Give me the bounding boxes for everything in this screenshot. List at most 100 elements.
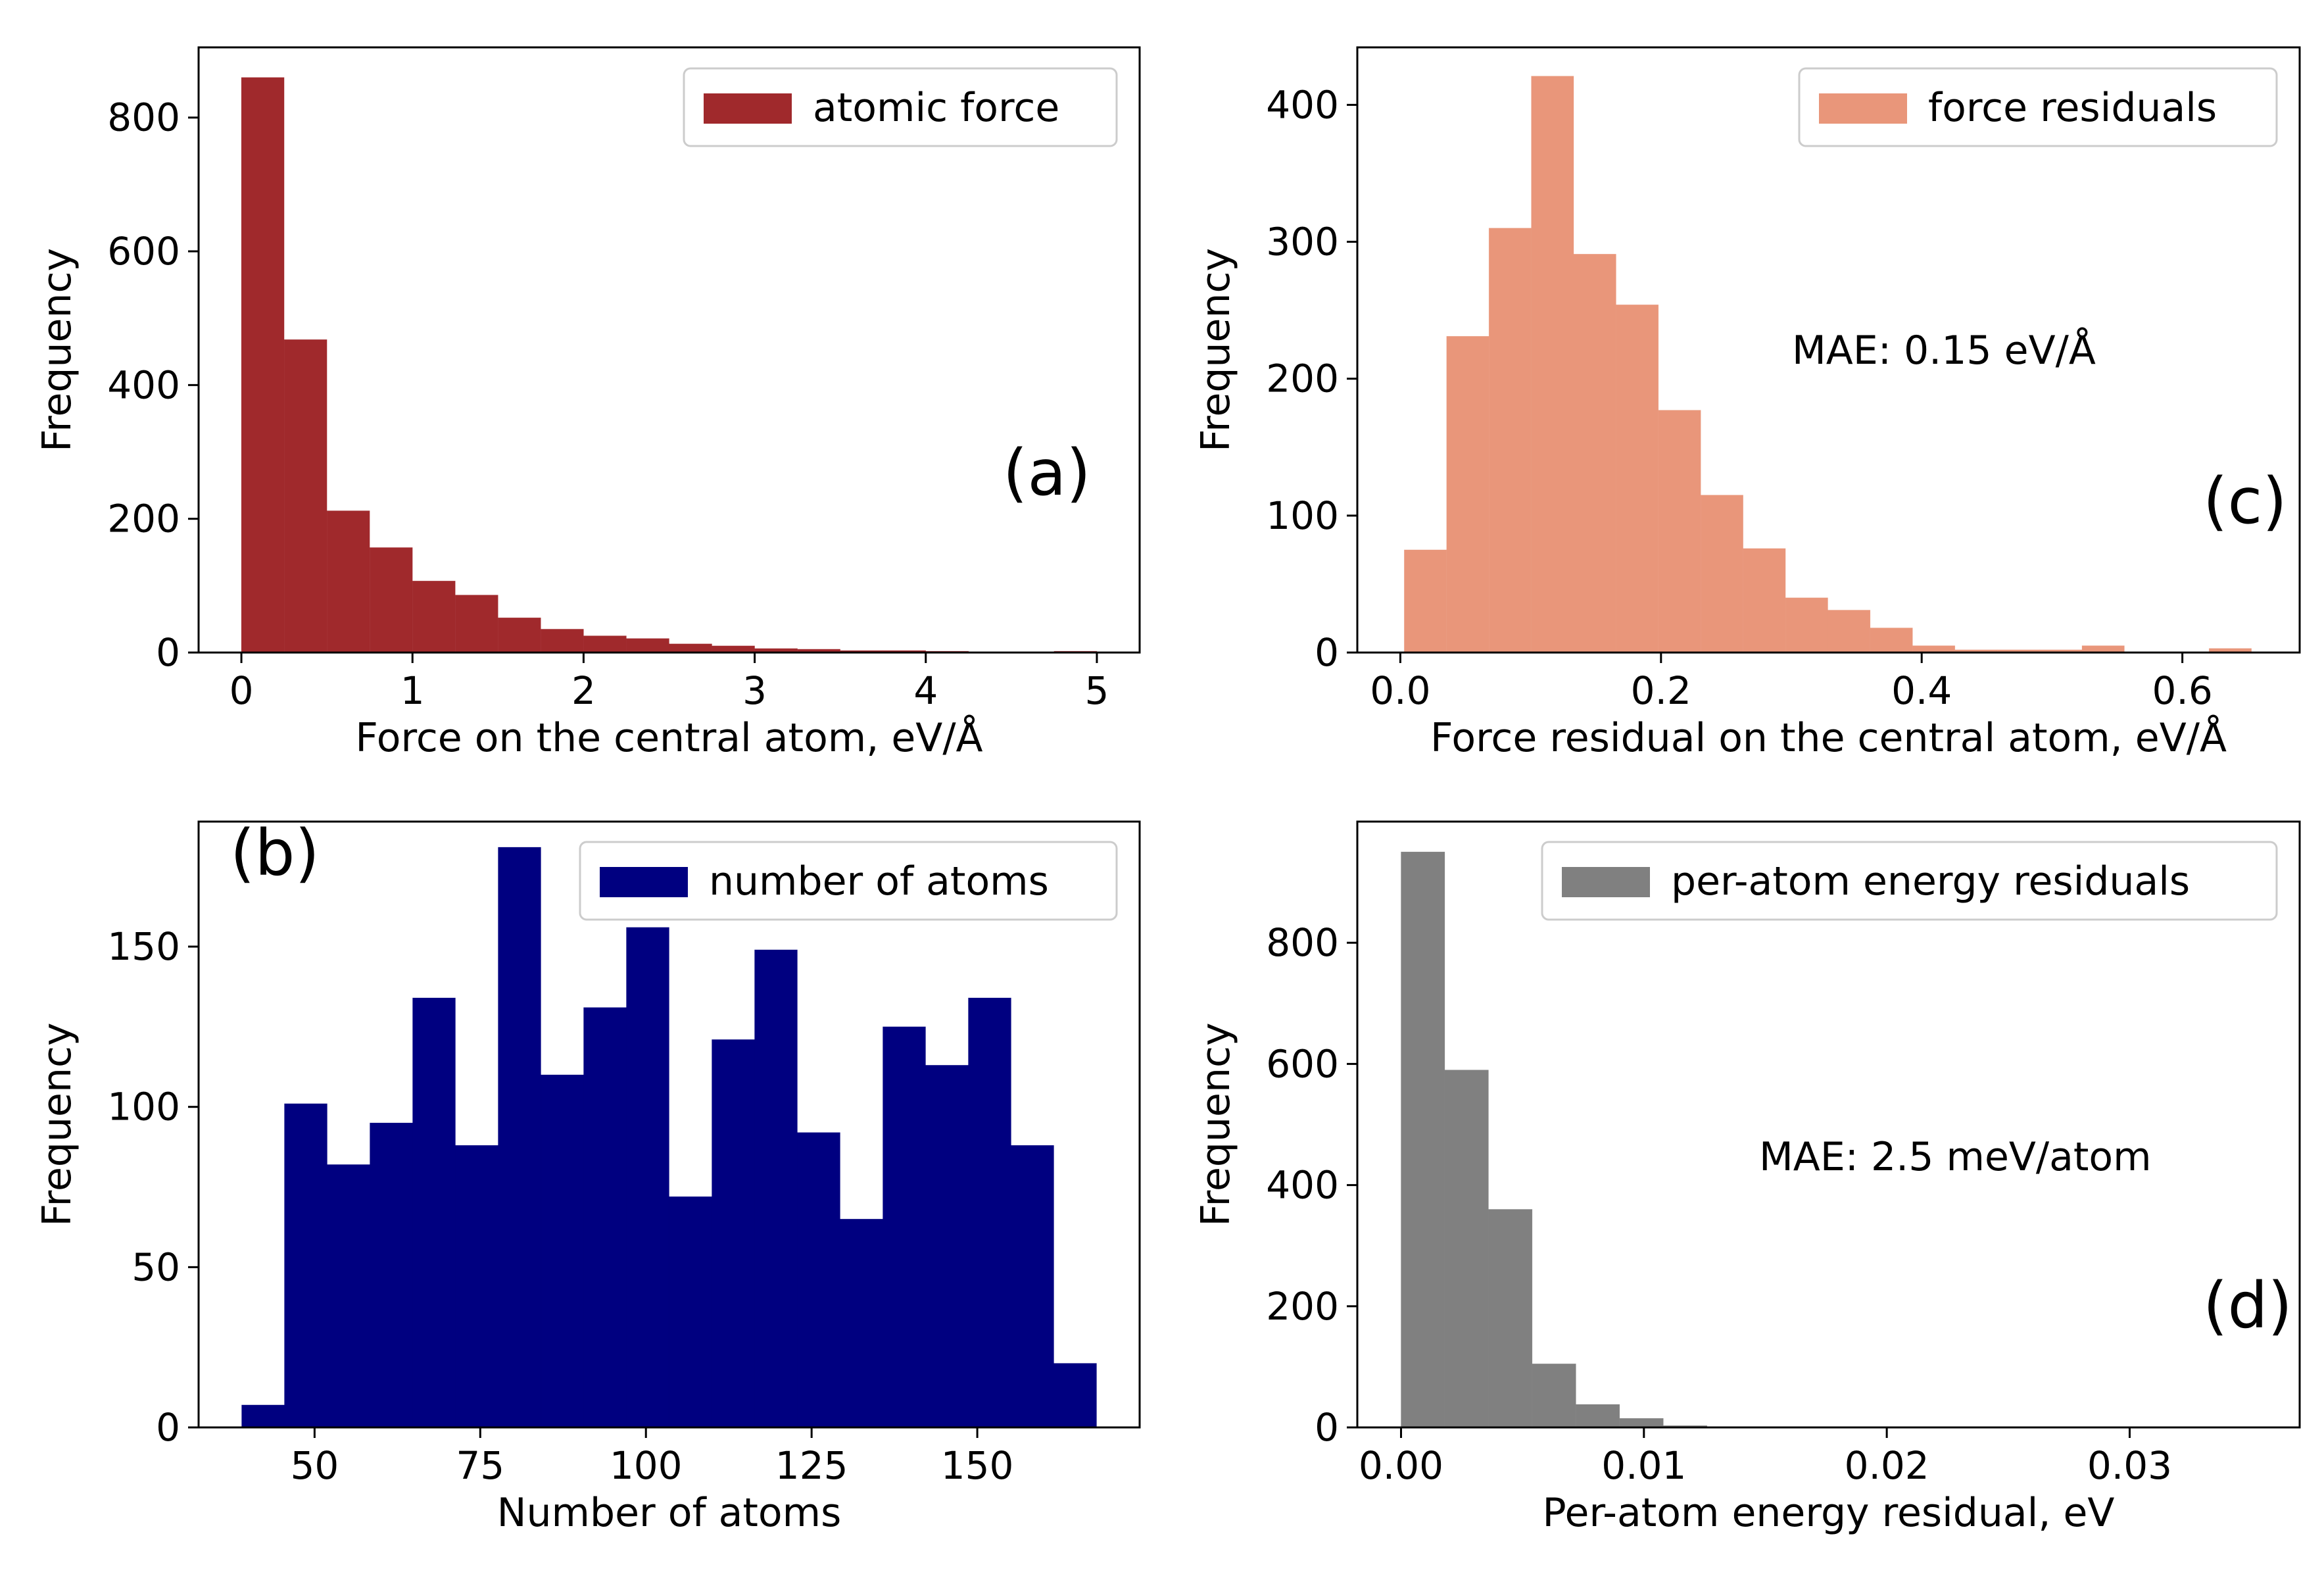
x-tick-label-c-1: 0.2 xyxy=(1631,668,1691,713)
histogram-bar-c-9 xyxy=(1785,597,1828,653)
y-tick-label-b-3: 150 xyxy=(107,924,180,969)
x-tick-label-a-2: 2 xyxy=(571,668,596,713)
histogram-bar-c-8 xyxy=(1743,548,1786,653)
y-tick-label-d-3: 600 xyxy=(1266,1041,1339,1086)
y-tick-label-b-1: 50 xyxy=(132,1245,180,1289)
histogram-bar-a-6 xyxy=(498,617,541,653)
y-tick-label-a-0: 0 xyxy=(156,630,180,675)
legend-swatch-a xyxy=(704,93,792,124)
y-tick-label-d-4: 800 xyxy=(1266,920,1339,965)
legend-swatch-c xyxy=(1819,93,1907,124)
x-tick-label-b-4: 150 xyxy=(941,1443,1014,1488)
histogram-bar-b-13 xyxy=(797,1132,840,1428)
y-tick-label-d-0: 0 xyxy=(1315,1405,1339,1450)
legend-box-a xyxy=(683,67,1118,147)
legend-b: number of atoms xyxy=(579,841,1118,921)
chart-panel-a: 0 1 2 3 4 5 0 200 400 600 800 Force on the central … xyxy=(34,46,1141,761)
y-tick-label-c-1: 100 xyxy=(1266,493,1339,538)
legend-box-d xyxy=(1541,841,2278,921)
x-axis-label-d: Per-atom energy residual, eV xyxy=(1543,1490,2115,1536)
histogram-bar-b-4 xyxy=(412,997,456,1428)
x-tick-label-a-0: 0 xyxy=(230,668,254,713)
histogram-bar-b-19 xyxy=(1053,1363,1097,1428)
x-tick-label-a-1: 1 xyxy=(400,668,425,713)
histogram-bar-b-0 xyxy=(241,1404,285,1428)
histogram-bar-d-3 xyxy=(1532,1363,1576,1428)
histogram-bar-b-6 xyxy=(498,847,541,1428)
histogram-bar-a-3 xyxy=(369,547,413,653)
axes-frame-d xyxy=(1356,820,2301,1429)
legend-c: force residuals xyxy=(1798,67,2278,147)
chart-panel-c: 0.0 0.2 0.4 0.6 0 100 200 300 400 Force residual … xyxy=(1193,46,2301,761)
y-tick-label-d-1: 200 xyxy=(1266,1284,1339,1329)
histogram-bar-c-5 xyxy=(1616,305,1659,653)
histogram-bar-b-2 xyxy=(327,1164,370,1428)
histogram-bar-c-12 xyxy=(1912,645,1956,653)
axes-frame-a xyxy=(197,46,1141,654)
histogram-bar-c-7 xyxy=(1700,495,1743,653)
panel-label-a: (a) xyxy=(1003,436,1091,510)
histogram-bar-c-6 xyxy=(1658,410,1701,653)
y-axis-label-d: Frequency xyxy=(1193,1023,1239,1227)
x-tick-label-c-0: 0.0 xyxy=(1370,668,1430,713)
histogram-bar-d-5 xyxy=(1619,1418,1664,1428)
histogram-bar-a-1 xyxy=(283,339,327,653)
histogram-bar-c-11 xyxy=(1870,628,1913,653)
histogram-bar-a-5 xyxy=(454,595,498,653)
x-tick-label-b-1: 75 xyxy=(456,1443,504,1488)
y-tick-label-c-2: 200 xyxy=(1266,357,1339,401)
histogram-bar-c-0 xyxy=(1404,549,1447,653)
histogram-bar-b-11 xyxy=(712,1039,755,1428)
histogram-bar-b-8 xyxy=(583,1007,627,1428)
axes-frame-c xyxy=(1356,46,2301,654)
x-axis-label-b: Number of atoms xyxy=(497,1490,842,1536)
x-tick-label-a-4: 4 xyxy=(913,668,938,713)
y-tick-label-c-4: 400 xyxy=(1266,82,1339,127)
histogram-bar-d-1 xyxy=(1444,1070,1489,1428)
y-tick-label-d-2: 400 xyxy=(1266,1163,1339,1208)
histogram-bar-b-9 xyxy=(626,927,669,1428)
histogram-bar-b-3 xyxy=(370,1122,413,1428)
legend-box-c xyxy=(1798,67,2278,147)
histogram-bar-b-12 xyxy=(754,949,798,1428)
y-tick-label-a-3: 600 xyxy=(107,229,180,274)
histogram-bar-d-2 xyxy=(1488,1209,1533,1428)
legend-d: per-atom energy residuals xyxy=(1541,841,2278,921)
legend-swatch-d xyxy=(1562,867,1650,897)
histogram-bar-a-8 xyxy=(583,635,627,653)
legend-a: atomic force xyxy=(683,67,1118,147)
y-tick-label-c-3: 300 xyxy=(1266,220,1339,264)
histogram-bar-a-7 xyxy=(541,629,584,653)
x-tick-label-d-2: 0.02 xyxy=(1845,1443,1929,1488)
x-tick-label-b-0: 50 xyxy=(290,1443,339,1488)
histogram-bar-b-1 xyxy=(284,1103,327,1428)
histogram-bar-c-16 xyxy=(2081,645,2125,653)
histogram-bar-a-9 xyxy=(626,638,669,653)
histogram-bar-b-10 xyxy=(669,1196,712,1428)
x-tick-label-b-3: 125 xyxy=(775,1443,848,1488)
chart-panel-d: 0.00 0.01 0.02 0.03 0 200 400 600 800 Per-atom en… xyxy=(1193,820,2301,1536)
histogram-bar-c-2 xyxy=(1488,228,1532,653)
legend-box-b xyxy=(579,841,1118,921)
mae-annotation-c: MAE: 0.15 eV/Å xyxy=(1792,327,2096,374)
histogram-bar-a-11 xyxy=(712,645,755,653)
y-tick-label-b-0: 0 xyxy=(156,1405,180,1450)
y-axis-label-b: Frequency xyxy=(34,1023,80,1227)
y-tick-label-c-0: 0 xyxy=(1315,630,1339,675)
legend-label-b: number of atoms xyxy=(709,858,1049,904)
x-tick-label-a-5: 5 xyxy=(1085,668,1109,713)
y-tick-label-a-4: 800 xyxy=(107,95,180,140)
x-axis-label-a: Force on the central atom, eV/Å xyxy=(355,714,982,761)
histogram-bar-a-0 xyxy=(241,77,285,653)
histogram-bar-a-2 xyxy=(326,510,370,653)
x-tick-label-d-3: 0.03 xyxy=(2087,1443,2172,1488)
histogram-bar-c-10 xyxy=(1828,610,1871,653)
histogram-bar-b-7 xyxy=(541,1074,584,1428)
histogram-bar-c-1 xyxy=(1446,335,1489,653)
chart-panel-b: 50 75 100 125 150 0 50 100 150 Number of atoms Fre… xyxy=(34,816,1141,1536)
x-tick-label-c-3: 0.6 xyxy=(2152,668,2212,713)
histogram-bar-b-15 xyxy=(883,1026,926,1428)
histogram-bar-a-4 xyxy=(412,580,456,653)
legend-label-c: force residuals xyxy=(1928,85,2217,131)
panel-label-b: (b) xyxy=(230,816,320,890)
